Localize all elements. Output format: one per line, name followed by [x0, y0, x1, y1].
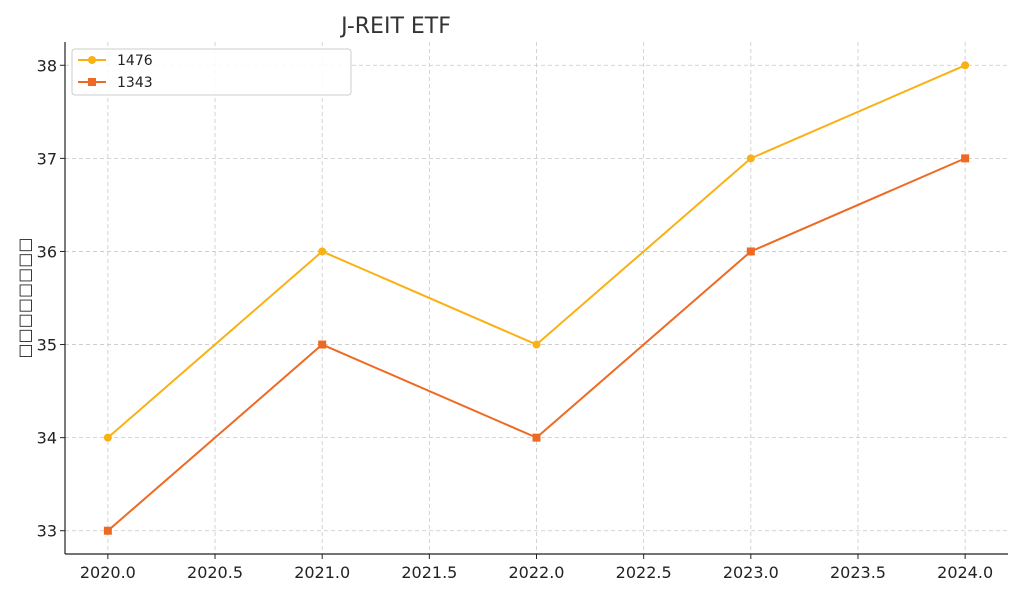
x-tick-label: 2021.5	[401, 563, 457, 582]
y-axis-label: □□□□□□□□	[15, 238, 34, 359]
data-point-1476	[746, 154, 755, 163]
legend: 1476 1343	[71, 48, 352, 96]
legend-label-1476: 1476	[117, 53, 153, 69]
data-point-1476	[103, 433, 112, 442]
x-tick-label: 2024.0	[937, 563, 993, 582]
x-tick-label: 2022.5	[616, 563, 672, 582]
x-tick-label: 2020.5	[187, 563, 243, 582]
x-tick-label: 2020.0	[80, 563, 136, 582]
y-tick-label: 36	[37, 242, 57, 261]
x-tick-label: 2022.0	[509, 563, 565, 582]
y-tick-label: 37	[37, 149, 57, 168]
data-point-1343	[103, 526, 112, 535]
y-tick-label: 34	[37, 429, 57, 448]
x-tick-label: 2023.0	[723, 563, 779, 582]
x-tick-label: 2021.0	[294, 563, 350, 582]
data-point-1476	[532, 340, 541, 349]
legend-marker-1343	[88, 78, 96, 86]
data-point-1476	[318, 247, 327, 256]
chart-title: J-REIT ETF	[339, 14, 451, 39]
data-point-1343	[746, 247, 755, 256]
legend-marker-1476	[88, 56, 96, 64]
tick-layer: 2020.0 2020.5 2021.0 2021.5 2022.0 2022.5 2023…	[37, 56, 993, 582]
y-tick-label: 38	[37, 56, 57, 75]
x-tick-label: 2023.5	[830, 563, 886, 582]
legend-label-1343: 1343	[117, 75, 153, 91]
y-tick-label: 33	[37, 522, 57, 541]
legend-box	[71, 48, 352, 96]
series-layer	[103, 61, 970, 535]
data-point-1476	[961, 61, 970, 70]
data-point-1343	[318, 340, 327, 349]
data-point-1343	[961, 154, 970, 163]
grid-layer	[65, 42, 1008, 554]
y-tick-label: 35	[37, 336, 57, 355]
data-point-1343	[532, 433, 541, 442]
